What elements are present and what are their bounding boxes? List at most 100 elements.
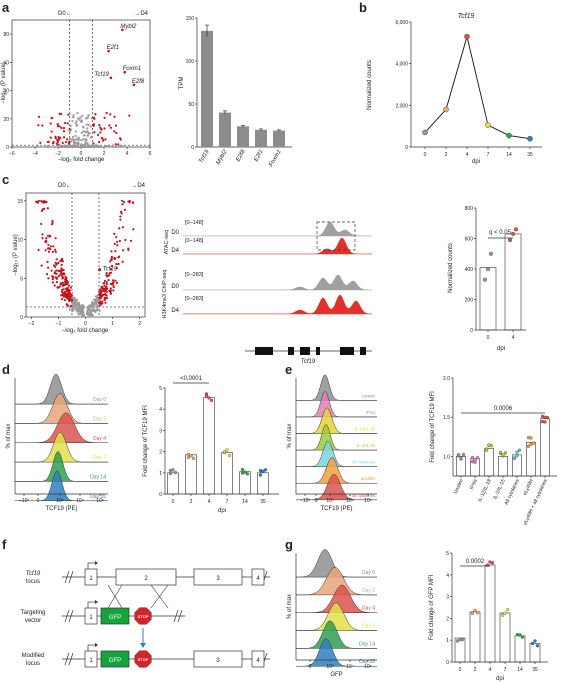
mfi-d-y-tick-label: 0 [159, 492, 162, 498]
volcano-c-point [51, 219, 54, 222]
hist-d-curve [15, 373, 108, 405]
tpm-bars-y-tick-label: 150 [186, 16, 195, 22]
hist-g-curve-label: Day 14 [359, 641, 375, 647]
mfi-d-point [240, 467, 245, 472]
volcano-c-point [89, 305, 92, 308]
volcano-c-point [100, 287, 103, 290]
construct-break [177, 609, 183, 623]
hist-e-x-tick-label: 0 [315, 498, 318, 504]
mfi-d-point [225, 448, 229, 452]
volcano-c-point [105, 296, 109, 299]
volcano-a-point [90, 117, 93, 120]
volcano-c-point [68, 308, 71, 311]
volcano-a-point [87, 113, 90, 117]
volcano-c-point [63, 291, 67, 294]
volcano-a-point [108, 124, 111, 127]
volcano-c-y-tick-label: 0 [20, 315, 23, 321]
hist-d-curve-label: Day 7 [93, 455, 106, 461]
volcano-c-point [47, 243, 50, 246]
volcano-a-point [103, 127, 106, 130]
volcano-a-point [102, 139, 105, 142]
mfi-e-x-tick-label: Unstim [453, 478, 465, 495]
mfi-e-point [501, 453, 505, 457]
mfi-d-y-tick-label: 1 [159, 471, 162, 477]
construct-row-label: Targeting [21, 610, 46, 616]
volcano-c-point [61, 284, 64, 287]
volcano-a-point [37, 124, 40, 127]
volcano-c-point [75, 307, 78, 310]
hist-g-curve [296, 584, 378, 613]
volcano-c-point [87, 315, 90, 318]
volcano-c-point [62, 268, 65, 272]
hist-d-curve [15, 432, 108, 463]
atac-d4-sample: D4 [171, 248, 179, 254]
volcano-c-point [77, 308, 80, 311]
tpm-bar-category: Mybl2 [216, 148, 230, 165]
volcano-a-point [113, 130, 116, 133]
atac-label: ATAC-seq [164, 230, 170, 255]
volcano-c-point [60, 298, 64, 301]
panel-label-b: b [359, 0, 367, 15]
construct-exon [84, 607, 98, 625]
volcano-c-point [127, 200, 130, 203]
volcano-a-point [70, 128, 73, 131]
volcano-a-point [103, 116, 106, 120]
gene-model-exon [300, 347, 310, 355]
hist-e-curve-label: All cytokines [352, 460, 375, 465]
panel-label-a: a [2, 0, 10, 15]
chip-label: H3K4me3 ChIP-seq [162, 270, 168, 319]
volcano-c-point [118, 239, 122, 243]
volcano-a-point [77, 117, 80, 120]
volcano-a-point [97, 145, 101, 149]
volcano-a-point [89, 136, 92, 139]
mfi-d-x-tick-label: 0 [172, 499, 175, 505]
hist-e-ylabel: % of max [287, 423, 293, 448]
mfi-d-sig-label: <0.0001 [180, 376, 203, 382]
volcano-c-point [59, 283, 62, 286]
hist-e-xlabel: TCF19 (PE) [320, 506, 352, 512]
hist-e-x-tick-label: −10³ [300, 498, 310, 504]
volcano-c-point [57, 275, 60, 278]
tpm-bar-category: E2f8 [235, 148, 247, 162]
construct-break [64, 609, 70, 623]
volcano-a-point [84, 138, 87, 141]
hist-d-x-tick-label: 10⁴ [76, 498, 84, 504]
volcano-a-point [121, 145, 124, 148]
mfi-g-point [455, 639, 460, 643]
volcano-a-point [75, 120, 78, 123]
hist-e-curve [296, 390, 377, 418]
volcano-c-point [62, 273, 65, 276]
mfi-g-point [473, 608, 477, 613]
volcano-c-point [105, 283, 108, 286]
hist-d-curve-label: Day 35 [90, 494, 106, 500]
volcano-c-point [107, 278, 110, 282]
volcano-c-point [107, 274, 110, 277]
construct-exon-label: 4 [256, 658, 260, 664]
construct-stop [134, 607, 152, 625]
construct-stop [134, 650, 152, 668]
hist-d-curve-label: Day 4 [93, 436, 106, 442]
volcano-c-point [47, 266, 50, 269]
volcano-a-point [63, 144, 66, 147]
volcano-a-point [84, 142, 87, 146]
mfi-d-point [168, 468, 173, 473]
volcano-c-point [89, 309, 92, 313]
mfi-e-point [470, 459, 475, 464]
volcano-a-gene-label: E2f1 [107, 45, 119, 51]
volcano-c-point [93, 298, 96, 301]
volcano-c-point [62, 295, 65, 298]
mfi-g-point [520, 635, 525, 639]
gene-model-exon [255, 347, 273, 355]
volcano-c-point [121, 226, 124, 229]
volcano-a-gene-label: Mybl2 [120, 24, 137, 30]
volcano-a-point [80, 119, 83, 122]
construct-exon-label: 4 [256, 576, 260, 582]
timecourse-point [422, 129, 428, 136]
hist-g-curve [295, 567, 377, 596]
volcano-c-point [50, 269, 53, 272]
timecourse-xlabel: dpi [472, 159, 480, 165]
volcano-a-point [46, 140, 50, 144]
hist-e-x-tick-label: 10³ [326, 498, 334, 504]
volcano-c-x-tick-label: −2 [29, 321, 35, 327]
gene-model-exon [340, 347, 354, 355]
